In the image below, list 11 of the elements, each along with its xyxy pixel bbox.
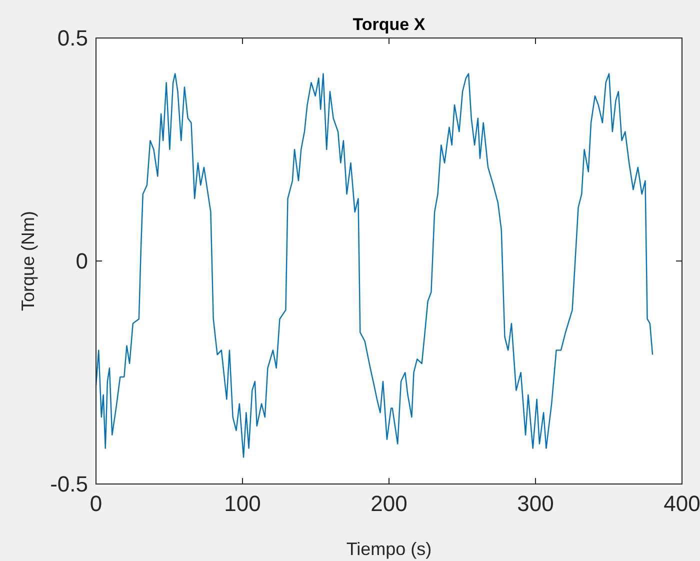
x-axis-title: Tiempo (s) xyxy=(346,539,432,559)
y-axis-title: Torque (Nm) xyxy=(18,210,38,312)
y-tick-label: 0.5 xyxy=(57,26,88,51)
y-tick-label: 0 xyxy=(76,248,88,274)
y-tick-label: -0.5 xyxy=(50,472,88,497)
x-tick-label: 400 xyxy=(664,491,700,516)
chart-title: Torque X xyxy=(352,15,426,34)
x-tick-label: 300 xyxy=(517,491,554,516)
x-tick-label: 100 xyxy=(224,491,261,516)
line-series xyxy=(95,73,654,458)
x-tick-label: 200 xyxy=(370,491,408,516)
